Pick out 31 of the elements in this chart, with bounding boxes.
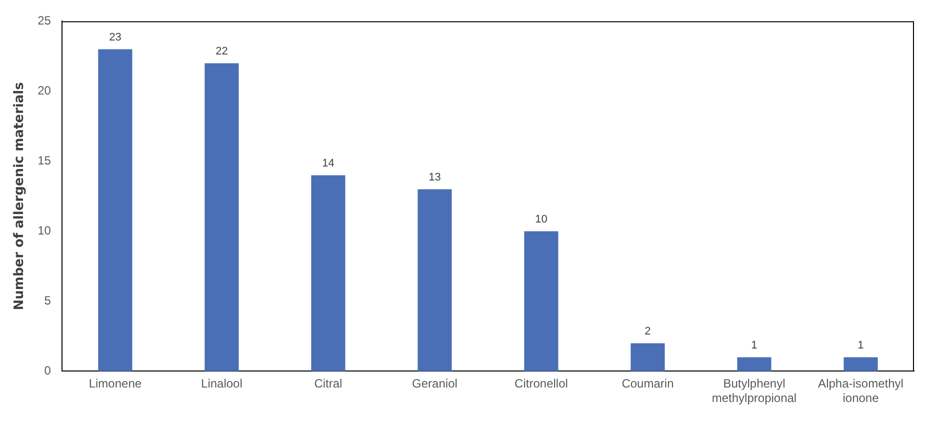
bar: [737, 357, 772, 372]
x-tick-label: Citral: [314, 376, 342, 391]
bar: [524, 231, 558, 372]
y-tick-label: 10: [38, 224, 52, 238]
x-tick-label: Coumarin: [622, 376, 674, 391]
x-tick-label: Alpha-isomethyl ionone: [818, 376, 904, 406]
y-tick-label: 25: [38, 14, 52, 28]
y-tick-label: 20: [38, 84, 52, 98]
data-label: 13: [428, 172, 441, 184]
bar: [844, 357, 878, 372]
bar: [418, 189, 452, 372]
data-label: 1: [858, 340, 864, 352]
bar: [98, 49, 132, 372]
x-tick-label: Butylphenyl methylpropional: [712, 376, 797, 406]
data-label: 1: [751, 340, 758, 352]
data-label: 14: [322, 158, 334, 170]
x-tick-label: Linalool: [201, 376, 242, 391]
bar: [204, 63, 239, 372]
x-tick-label: Geraniol: [412, 376, 458, 391]
x-tick-label: Citronellol: [514, 376, 568, 391]
x-tick-label: Limonene: [88, 376, 142, 391]
y-tick-label: 15: [38, 154, 52, 168]
data-label: 10: [535, 214, 548, 226]
data-label: 2: [644, 326, 651, 338]
bar: [311, 175, 346, 372]
data-label: 22: [216, 46, 228, 58]
y-tick-label: 5: [44, 294, 52, 308]
bar: [630, 343, 665, 372]
y-axis-title: Number of allergenic materials: [12, 82, 28, 310]
y-tick-label: 0: [44, 364, 52, 378]
data-label: 23: [109, 32, 122, 44]
